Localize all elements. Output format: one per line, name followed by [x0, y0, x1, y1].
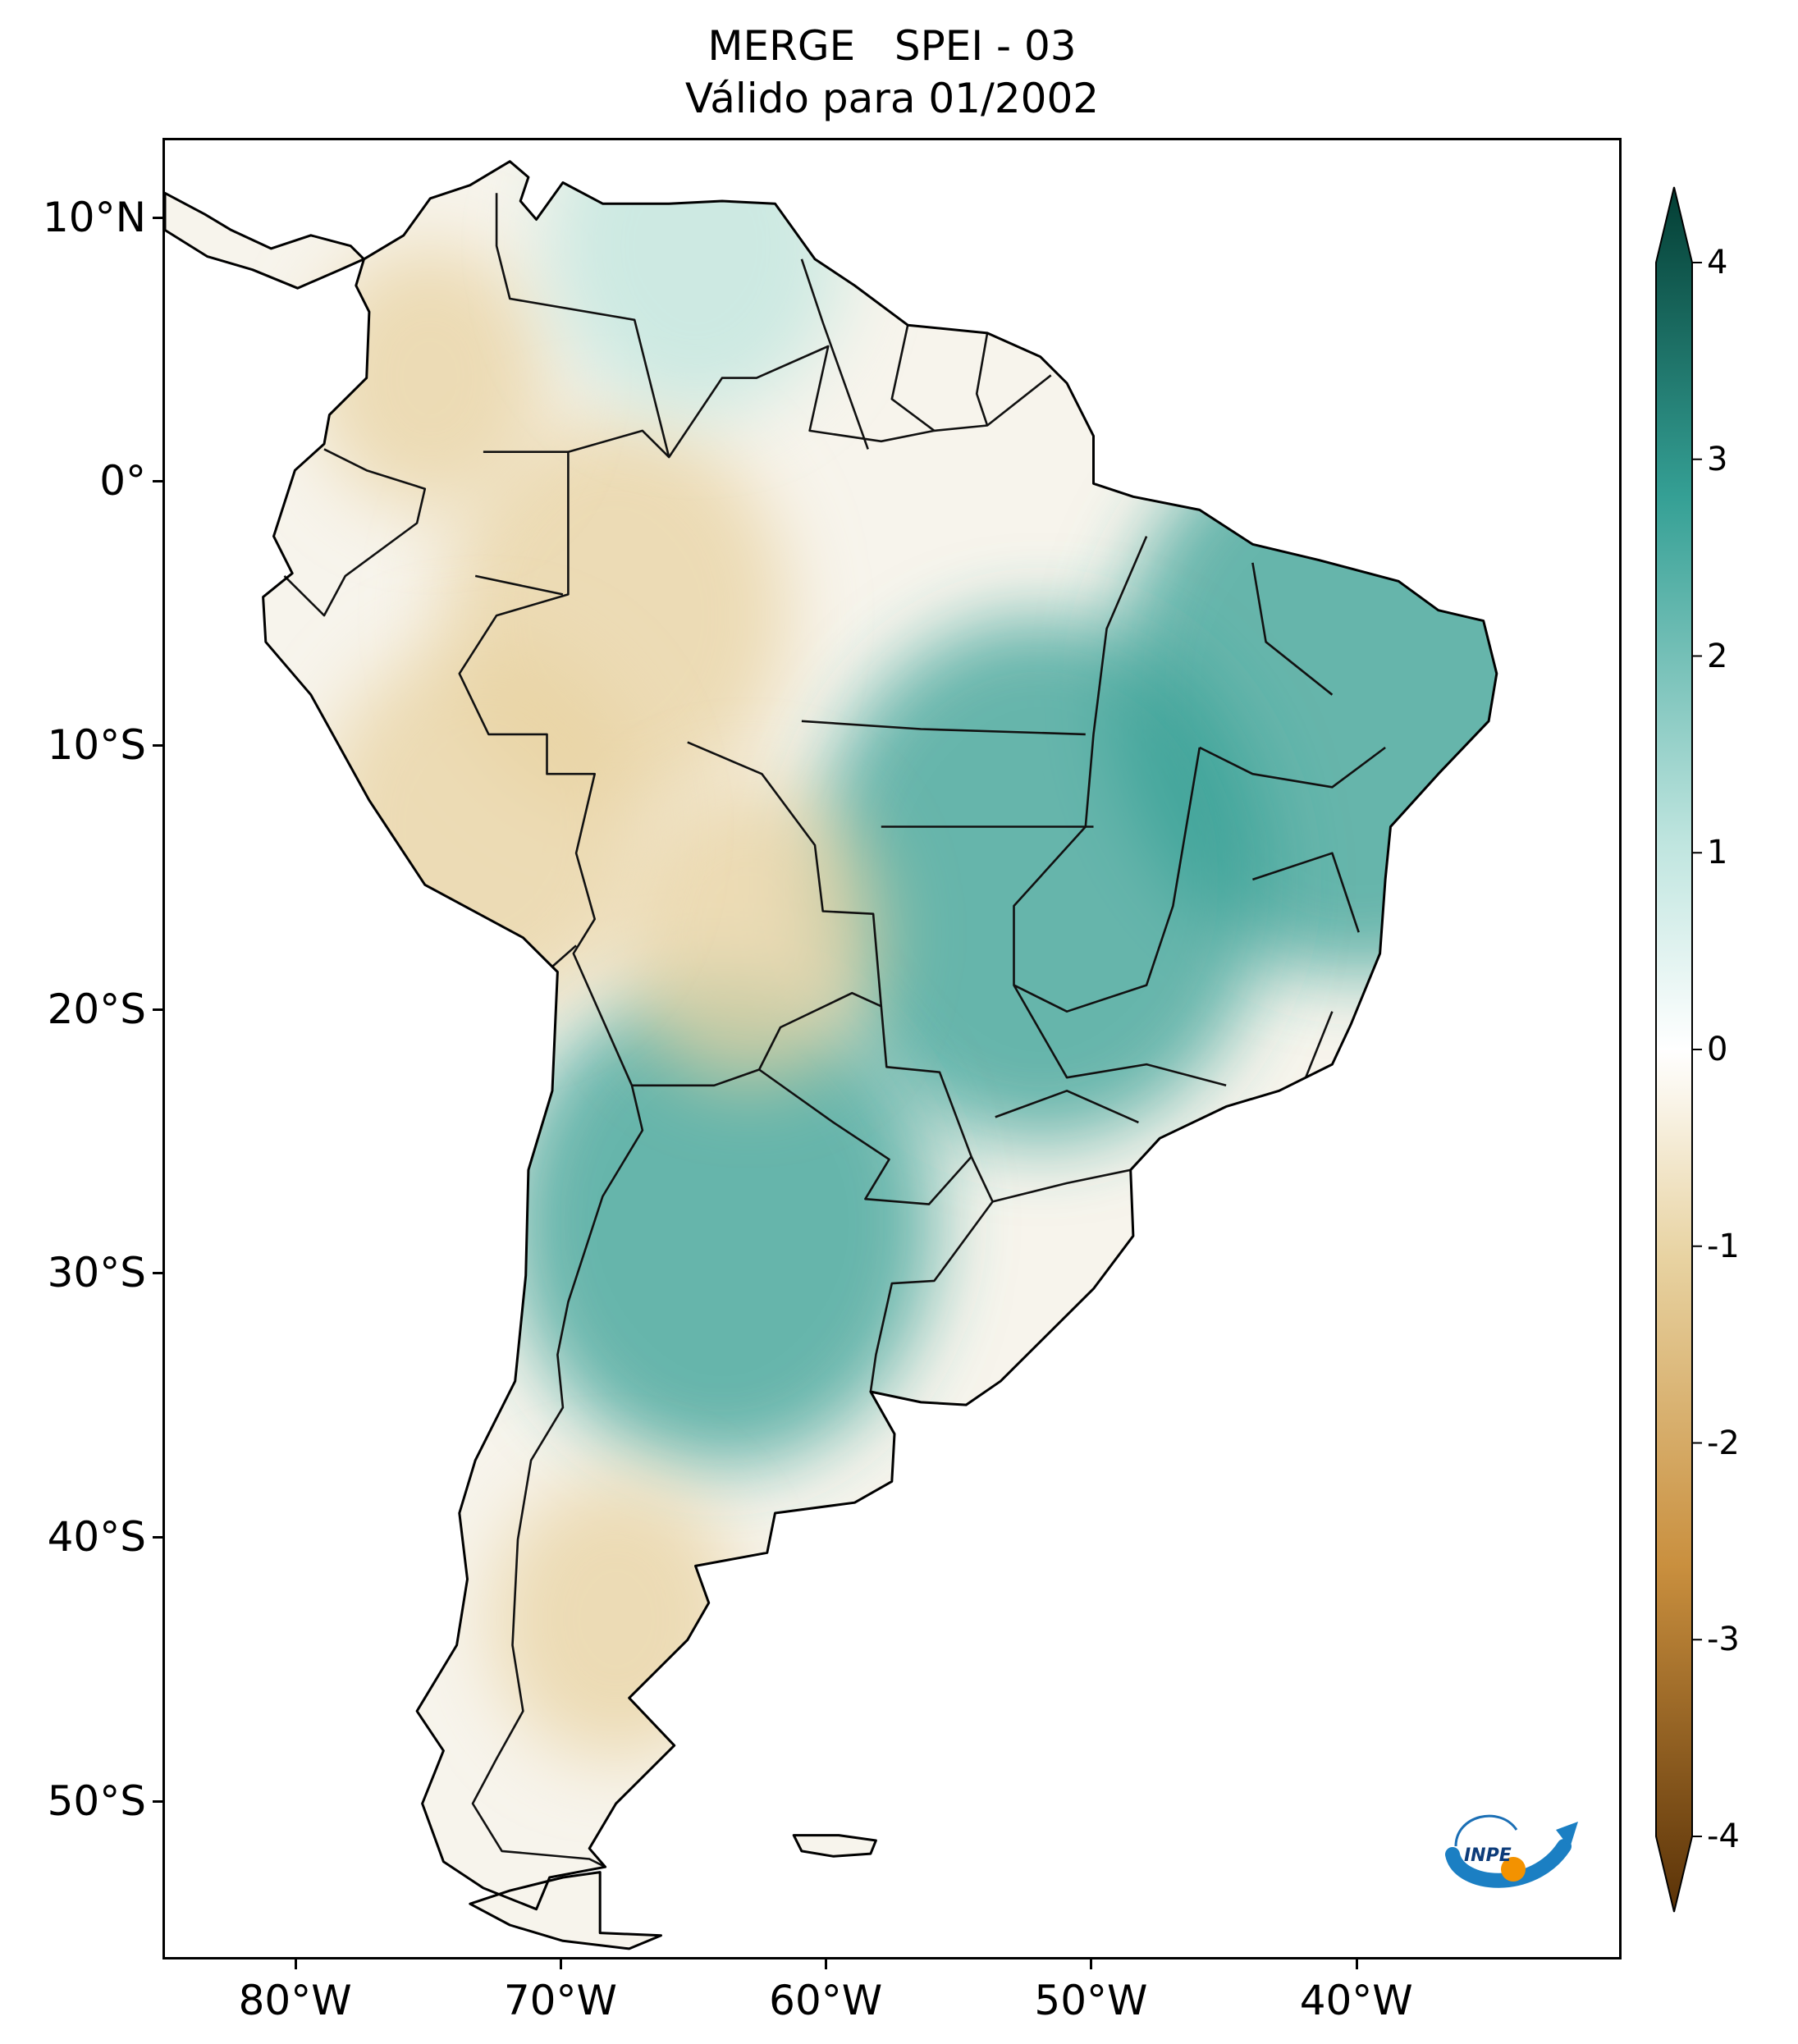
border-line — [458, 450, 634, 1086]
lon-tick-label: 40°W — [1299, 1977, 1413, 2024]
anomaly-peru-highlands — [318, 638, 649, 1016]
lon-tick-label: 60°W — [769, 1977, 883, 2024]
colorbar-tick-label: 3 — [1707, 440, 1728, 478]
coastline — [165, 160, 1498, 1950]
anomaly-patagonia — [490, 1475, 742, 1763]
colorbar-tick-label: 1 — [1707, 834, 1728, 872]
anomaly-bolivia — [615, 780, 882, 1085]
border-line — [1013, 536, 1201, 1013]
colorbar-body — [1655, 186, 1693, 1913]
border-line — [758, 1006, 972, 1205]
lat-tick-label: 50°S — [47, 1776, 146, 1825]
title-line-1: MERGE SPEI - 03 — [707, 22, 1077, 70]
border-line — [801, 720, 1086, 736]
colorbar-tick-label: -4 — [1707, 1818, 1740, 1855]
lon-tick-mark — [294, 1959, 297, 1969]
map-panel — [162, 138, 1622, 1959]
anomaly-northern-argentina — [508, 978, 936, 1467]
coastline-path — [262, 160, 1498, 1911]
lat-tick-label: 0° — [99, 457, 146, 505]
colorbar-ticks — [1692, 262, 1702, 1837]
lat-tick-mark — [153, 216, 162, 219]
colorbar — [1655, 186, 1702, 1913]
anomaly-colombia — [313, 244, 548, 512]
border-line — [975, 332, 989, 426]
colorbar-tick-label: -2 — [1707, 1424, 1740, 1462]
border-line — [995, 1090, 1139, 1124]
colorbar-tick-label: -3 — [1707, 1621, 1740, 1659]
border-line — [992, 1168, 1131, 1203]
lon-tick-mark — [559, 1959, 562, 1969]
anomaly-central-brazil — [810, 616, 1270, 1142]
colorbar-tick-label: 0 — [1707, 1031, 1728, 1068]
border-line — [1013, 984, 1227, 1087]
border-line — [568, 345, 1052, 459]
lat-tick-mark — [153, 1008, 162, 1011]
lon-tick-label: 80°W — [238, 1977, 352, 2024]
border-line — [800, 258, 869, 450]
border-line — [890, 324, 936, 432]
coastline-path — [469, 1871, 662, 1950]
country-borders — [283, 193, 1386, 1933]
lat-tick-mark — [153, 744, 162, 747]
colorbar-tick-label: 2 — [1707, 637, 1728, 675]
border-line — [551, 944, 577, 967]
lat-tick-mark — [153, 480, 162, 483]
lat-tick-mark — [153, 1536, 162, 1539]
lat-tick-label: 20°S — [47, 985, 146, 1033]
lat-tick-label: 10°S — [47, 721, 146, 769]
border-line — [1251, 852, 1360, 933]
border-line — [1251, 562, 1334, 696]
border-line — [474, 574, 564, 596]
inpe-logo-text: INPE — [1464, 1845, 1512, 1866]
lon-tick-mark — [1355, 1959, 1358, 1969]
inpe-logo: INPE — [1445, 1814, 1578, 1888]
lon-tick-mark — [1090, 1959, 1093, 1969]
lat-tick-label: 40°S — [47, 1513, 146, 1562]
lon-tick-mark — [825, 1959, 828, 1969]
lat-tick-mark — [153, 1272, 162, 1275]
lon-tick-label: 70°W — [503, 1977, 617, 2024]
title-line-2: Válido para 01/2002 — [684, 75, 1100, 122]
colorbar-tick-label: -1 — [1707, 1227, 1740, 1265]
border-line — [869, 1156, 994, 1392]
coastline-path — [792, 1834, 877, 1858]
border-line — [1199, 746, 1386, 789]
lat-tick-label: 10°N — [42, 193, 146, 241]
border-line — [495, 193, 670, 458]
map-canvas — [165, 160, 1498, 1950]
border-line — [1304, 1011, 1334, 1078]
border-line — [471, 1085, 644, 1868]
anomaly-venezuela-coast — [546, 161, 845, 417]
coastline-path — [165, 191, 365, 290]
lat-tick-mark — [153, 1799, 162, 1803]
lon-tick-label: 50°W — [1034, 1977, 1148, 2024]
border-line — [283, 448, 427, 617]
lat-tick-label: 30°S — [47, 1249, 146, 1297]
colorbar-tick-label: 4 — [1707, 244, 1728, 281]
